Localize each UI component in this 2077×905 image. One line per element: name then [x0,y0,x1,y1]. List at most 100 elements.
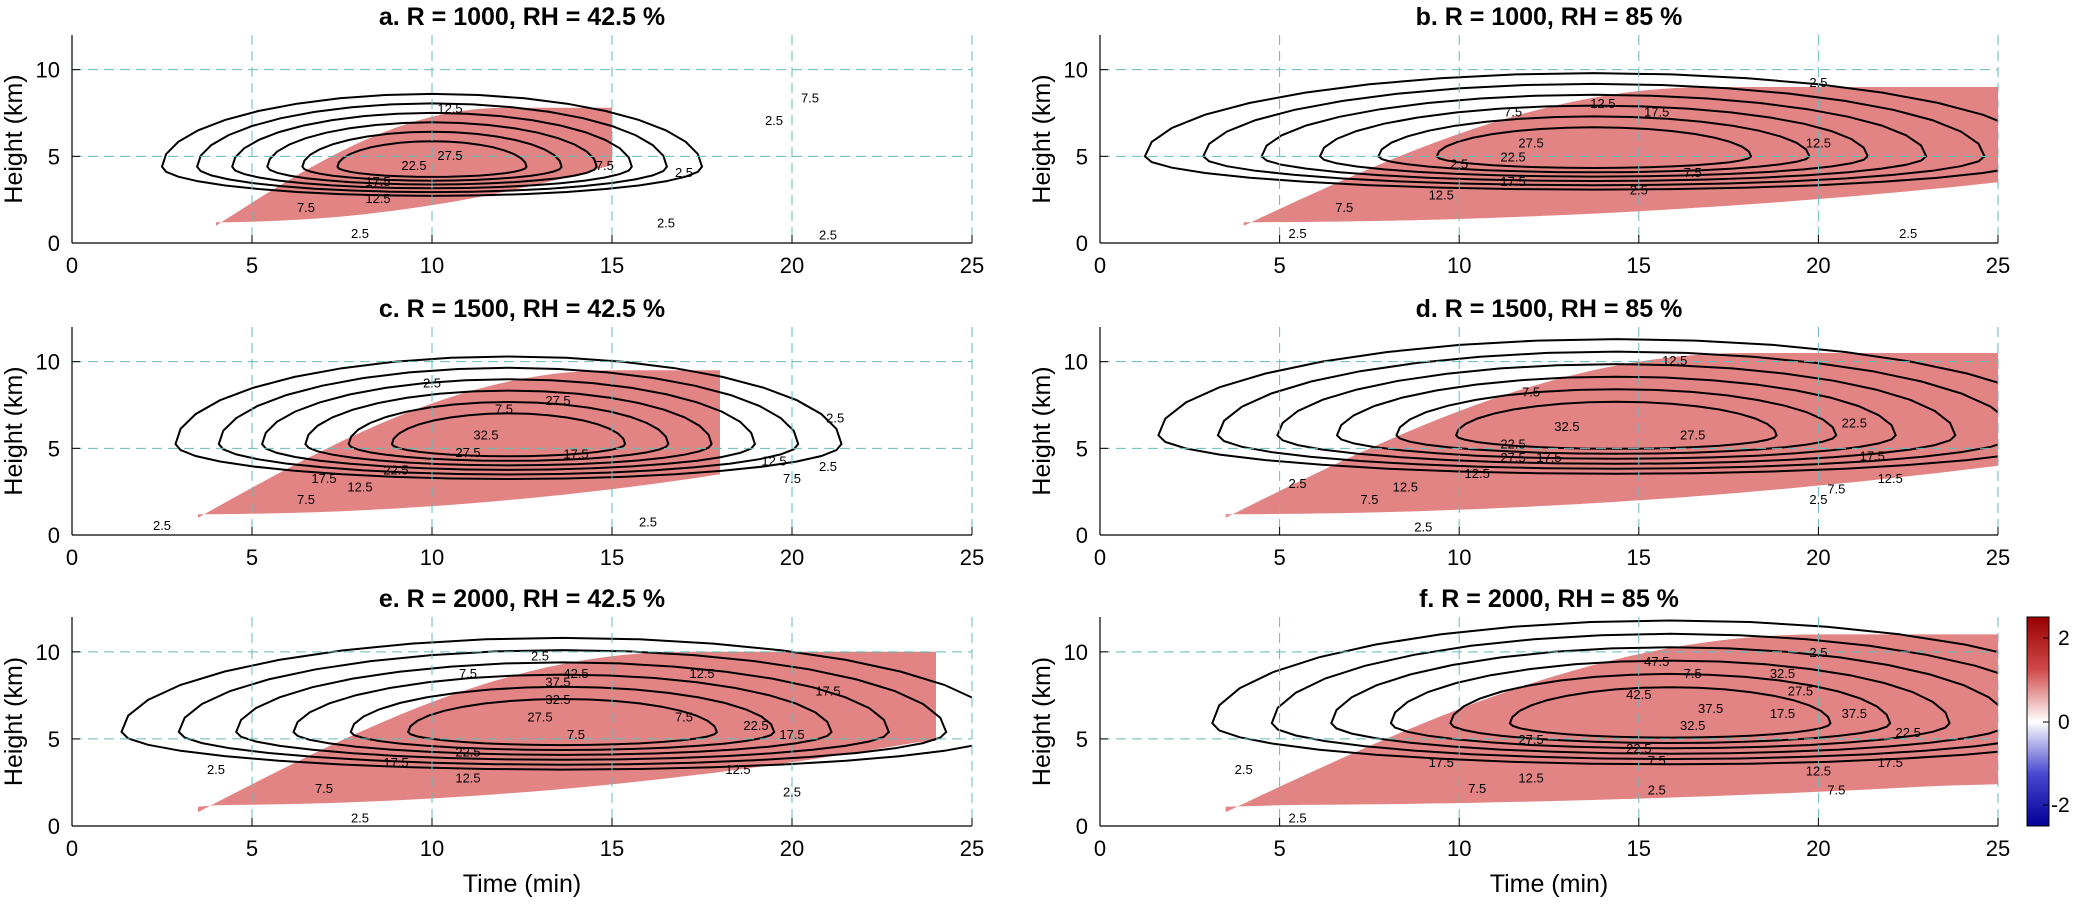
x-axis-label: Time (min) [1490,870,1609,898]
y-axis-label: Height (km) [1028,74,1056,203]
x-tick-label: 15 [1627,545,1651,570]
contour-label: 12.5 [1806,763,1831,778]
colorbar-tick-label: -2 [2051,794,2070,817]
contour-label: 22.5 [743,718,768,733]
contour-label: 2.5 [351,811,369,826]
x-axis-label: Time (min) [463,870,582,898]
contour-line [235,661,890,761]
contour-label: 17.5 [1878,755,1903,770]
contour-label: 7.5 [1468,781,1486,796]
shaded-field [1225,634,1998,813]
contour-label: 2.5 [675,165,693,180]
contour-label: 27.5 [1680,428,1705,443]
x-tick-label: 15 [1627,253,1651,278]
contour-label: 7.5 [1827,783,1845,798]
contour-label: 37.5 [1698,701,1723,716]
contour-label: 27.5 [455,445,480,460]
contour-label: 22.5 [1626,741,1651,756]
panel-title: d. R = 1500, RH = 85 % [1416,295,1683,323]
contour-label: 12.5 [1518,770,1543,785]
panel-title: c. R = 1500, RH = 42.5 % [379,295,665,323]
panel-title: b. R = 1000, RH = 85 % [1416,3,1683,31]
contour-label: 32.5 [473,428,498,443]
contour-label: 7.5 [596,158,614,173]
contour-label: 22.5 [383,462,408,477]
contour-label: 2.5 [153,518,171,533]
shaded-field [1225,353,1998,518]
contour-line [1211,619,1998,766]
contour-label: 32.5 [1554,419,1579,434]
contour-label: 32.5 [1680,718,1705,733]
x-tick-label: 10 [420,253,444,278]
x-tick-label: 25 [960,836,984,861]
contour-label: 12.5 [1465,466,1490,481]
panel-e: 2.5 2.5 2.5 2.5 7.5 7.5 7.5 7.5 12.5 12.5 12.5 17.5… [0,585,984,898]
y-axis-label: Height (km) [1028,657,1056,786]
contour-line [260,378,757,471]
x-tick-label: 25 [1986,253,2010,278]
contour-line [1449,672,1892,745]
contour-line [1454,400,1778,450]
x-tick-label: 25 [1986,836,2010,861]
contour-label: 12.5 [725,762,750,777]
contour-line [1276,363,1957,465]
x-tick-label: 20 [780,253,804,278]
contour-label: 2.5 [423,376,441,391]
contour-label: 2.5 [1809,645,1827,660]
contour-label: 2.5 [765,113,783,128]
contour-label: 7.5 [1360,492,1378,507]
contour-label: 17.5 [1860,448,1885,463]
contour-label: 12.5 [365,191,390,206]
contour-line [1157,338,1998,475]
contour-label: 12.5 [347,480,372,495]
contour-label: 7.5 [1504,104,1522,119]
panel-b: 2.5 2.5 2.5 2.5 2.5 7.5 7.5 7.5 12.5 12.5 12.5 17.5… [1028,3,2010,278]
contour-label: 37.5 [545,675,570,690]
contour-label: 2.5 [1809,492,1827,507]
contour-line [1330,646,1998,755]
contour-label: 2.5 [826,410,844,425]
contour-label: 2.5 [1414,520,1432,535]
x-tick-label: 20 [1806,545,1830,570]
x-tick-label: 5 [1273,836,1285,861]
contour-label: 2.5 [1289,226,1307,241]
x-tick-label: 15 [600,253,624,278]
y-tick-label: 10 [1064,350,1088,375]
contour-line [301,130,563,182]
contour-label: 17.5 [365,174,390,189]
contour-label: 22.5 [1896,725,1921,740]
x-tick-label: 5 [1273,545,1285,570]
x-tick-label: 0 [1094,253,1106,278]
y-tick-label: 0 [1076,231,1088,256]
x-tick-label: 10 [1447,545,1471,570]
contour-label: 27.5 [545,393,570,408]
x-tick-label: 10 [420,836,444,861]
panels-layer: 2.5 2.5 2.5 2.5 2.5 7.5 7.5 7.5 12.5 12.5 17.5 22.5… [0,3,2010,898]
contour-label: 17.5 [383,755,408,770]
contour-label: 2.5 [1289,811,1307,826]
y-tick-label: 10 [1064,640,1088,665]
contour-label: 17.5 [779,727,804,742]
panel-f: 2.5 2.5 2.5 2.5 7.5 7.5 7.5 7.5 12.5 12.5 17.5 17.5… [1028,585,2010,898]
y-tick-label: 0 [48,523,60,548]
x-tick-label: 20 [1806,253,1830,278]
contour-line [1389,659,1951,750]
x-tick-label: 10 [1447,836,1471,861]
contour-label: 2.5 [1648,783,1666,798]
contour-line [174,355,843,481]
contour-label: 27.5 [1500,450,1525,465]
contour-label: 12.5 [455,770,480,785]
contour-label: 17.5 [563,447,588,462]
x-tick-label: 5 [246,253,258,278]
contour-line [1270,632,1998,761]
contour-label: 2.5 [819,459,837,474]
x-tick-label: 5 [246,836,258,861]
contour-label: 2.5 [1235,762,1253,777]
contour-label: 42.5 [1626,687,1651,702]
contour-label: 7.5 [1522,384,1540,399]
panel-d: 2.52.52.57.57.57.512.512.512.512.517.5 17… [1028,295,2010,570]
y-tick-label: 10 [36,58,60,83]
contour-label: 7.5 [801,91,819,106]
x-tick-label: 15 [1627,836,1651,861]
